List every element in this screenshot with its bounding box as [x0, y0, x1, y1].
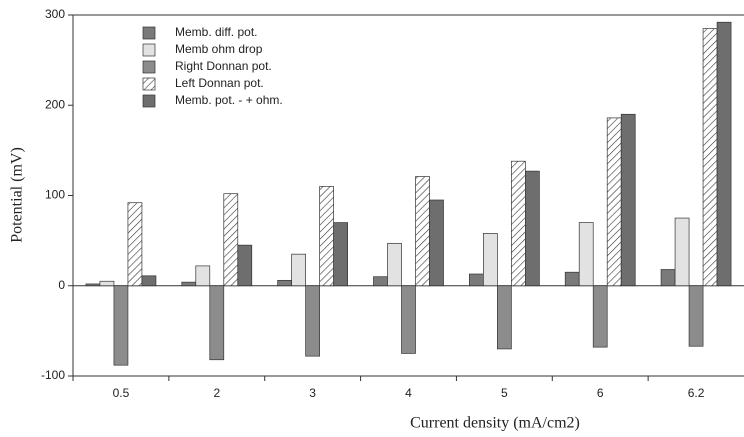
legend-swatch [142, 43, 156, 57]
legend-swatch [142, 77, 156, 91]
bar [291, 253, 306, 287]
legend-label: Memb ohm drop [175, 42, 263, 56]
bar [702, 28, 718, 287]
y-tick-label: -100 [41, 368, 65, 382]
y-tick-label: 300 [45, 7, 65, 21]
bar [511, 160, 526, 287]
bar [483, 233, 498, 287]
bar [620, 113, 636, 287]
bar [223, 193, 239, 287]
bar [319, 186, 334, 287]
bar [415, 176, 430, 287]
bar [195, 265, 211, 287]
bar [525, 170, 540, 287]
bar [660, 269, 676, 287]
bar [469, 273, 484, 287]
bar [305, 285, 320, 357]
x-tick-label: 6 [597, 386, 604, 400]
bar [592, 285, 608, 348]
bar [85, 283, 101, 287]
x-tick-label: 3 [309, 386, 316, 400]
bar [606, 117, 622, 287]
bar [373, 276, 388, 287]
x-tick-label: 4 [405, 386, 412, 400]
bar [429, 199, 444, 287]
x-tick-label: 6.2 [688, 386, 705, 400]
legend-label: Left Donnan pot. [175, 76, 264, 90]
bar [716, 21, 732, 287]
x-axis-title: Current density (mA/cm2) [410, 415, 580, 432]
y-tick-label: 0 [58, 278, 65, 292]
x-tick-label: 0.5 [113, 386, 130, 400]
bar [401, 285, 416, 354]
bar [209, 285, 225, 361]
bar [141, 275, 157, 287]
bar [237, 244, 253, 287]
bar [277, 279, 292, 287]
bar [113, 285, 129, 366]
y-axis-title: Potential (mV) [9, 147, 26, 243]
legend-label: Memb. pot. - + ohm. [175, 93, 283, 107]
bar [674, 217, 690, 287]
bar [578, 222, 594, 287]
legend-label: Memb. diff. pot. [175, 25, 257, 39]
bar [127, 202, 143, 287]
legend-swatch [142, 94, 156, 108]
bar [387, 242, 402, 287]
legend-swatch [142, 26, 156, 40]
bar [497, 285, 512, 350]
legend-swatch [142, 60, 156, 74]
x-tick-label: 5 [501, 386, 508, 400]
x-tick-label: 2 [213, 386, 220, 400]
bar [99, 280, 115, 287]
bar [564, 271, 580, 287]
bar [181, 281, 197, 287]
bar [333, 222, 348, 287]
y-tick-label: 100 [45, 188, 65, 202]
legend-label: Right Donnan pot. [175, 59, 272, 73]
bar [688, 285, 704, 347]
y-tick-label: 200 [45, 97, 65, 111]
